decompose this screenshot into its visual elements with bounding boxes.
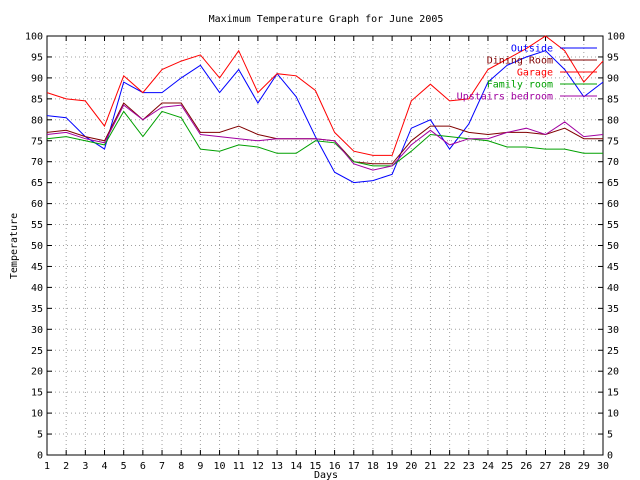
- chart-title: Maximum Temperature Graph for June 2005: [209, 14, 444, 25]
- y-tick-label-right: 90: [607, 73, 619, 84]
- x-tick-label: 26: [520, 461, 532, 472]
- y-tick-label-right: 65: [607, 178, 619, 189]
- x-tick-label: 23: [463, 461, 475, 472]
- x-tick-label: 3: [82, 461, 88, 472]
- y-tick-label-right: 85: [607, 94, 619, 105]
- x-tick-label: 6: [140, 461, 146, 472]
- x-tick-label: 5: [121, 461, 127, 472]
- y-tick-label-right: 15: [607, 388, 619, 399]
- x-tick-label: 25: [501, 461, 513, 472]
- x-tick-label: 9: [197, 461, 203, 472]
- x-tick-label: 27: [539, 461, 551, 472]
- series-lines: [46, 35, 604, 184]
- y-tick-label-left: 75: [31, 136, 43, 147]
- y-tick-label-left: 60: [31, 199, 43, 210]
- y-tick-label-left: 85: [31, 94, 43, 105]
- y-tick-label-right: 0: [607, 451, 613, 462]
- legend-label-family-room: Family room: [487, 80, 553, 91]
- y-tick-label-right: 100: [607, 32, 625, 43]
- x-tick-label: 1: [44, 461, 50, 472]
- x-tick-label: 11: [233, 461, 245, 472]
- x-tick-label: 21: [424, 461, 436, 472]
- x-tick-label: 28: [559, 461, 571, 472]
- y-tick-label-right: 30: [607, 325, 619, 336]
- x-tick-label: 24: [482, 461, 494, 472]
- y-tick-label-left: 100: [25, 32, 43, 43]
- x-tick-label: 17: [348, 461, 360, 472]
- y-tick-label-left: 30: [31, 325, 43, 336]
- y-tick-label-right: 55: [607, 220, 619, 231]
- y-tick-label-right: 75: [607, 136, 619, 147]
- y-tick-label-right: 5: [607, 430, 613, 441]
- x-tick-label: 8: [178, 461, 184, 472]
- y-tick-label-left: 95: [31, 52, 43, 63]
- y-tick-label-right: 20: [607, 367, 619, 378]
- y-tick-label-left: 10: [31, 409, 43, 420]
- legend-label-outside: Outside: [511, 44, 553, 55]
- y-tick-label-right: 35: [607, 304, 619, 315]
- x-tick-label: 4: [102, 461, 108, 472]
- y-tick-label-left: 45: [31, 262, 43, 273]
- x-axis-label: Days: [314, 470, 338, 480]
- y-tick-label-left: 55: [31, 220, 43, 231]
- series-line-family-room: [46, 110, 603, 167]
- x-tick-label: 22: [444, 461, 456, 472]
- y-tick-label-right: 40: [607, 283, 619, 294]
- legend-label-dining-room: Dining Room: [487, 56, 553, 67]
- x-tick-label: 10: [214, 461, 226, 472]
- axis-ticks: 1 2 3 4 5 6 7 8 9 10 11 12 13 14 15 16 17 18 19 20 21 22 23 24 2…: [25, 32, 625, 473]
- legend-label-garage: Garage: [517, 68, 553, 79]
- x-tick-label: 12: [252, 461, 264, 472]
- x-tick-label: 29: [578, 461, 590, 472]
- series-line-upstairs-bedroom: [46, 104, 604, 171]
- y-axis-label: Temperature: [9, 213, 20, 279]
- y-tick-label-right: 70: [607, 157, 619, 168]
- y-tick-label-left: 5: [37, 430, 43, 441]
- y-tick-label-right: 80: [607, 115, 619, 126]
- y-tick-label-left: 40: [31, 283, 43, 294]
- x-tick-label: 18: [367, 461, 379, 472]
- y-tick-label-right: 10: [607, 409, 619, 420]
- y-tick-label-left: 50: [31, 241, 43, 252]
- y-tick-label-left: 20: [31, 367, 43, 378]
- x-tick-label: 13: [271, 461, 283, 472]
- y-tick-label-left: 35: [31, 304, 43, 315]
- y-tick-label-right: 45: [607, 262, 619, 273]
- x-tick-label: 14: [290, 461, 302, 472]
- x-tick-label: 19: [386, 461, 398, 472]
- y-tick-label-left: 70: [31, 157, 43, 168]
- y-tick-label-left: 90: [31, 73, 43, 84]
- y-tick-label-right: 50: [607, 241, 619, 252]
- y-tick-label-left: 80: [31, 115, 43, 126]
- y-tick-label-left: 15: [31, 388, 43, 399]
- y-tick-label-left: 0: [37, 451, 43, 462]
- x-tick-label: 7: [159, 461, 165, 472]
- y-tick-label-left: 25: [31, 346, 43, 357]
- x-tick-label: 15: [309, 461, 321, 472]
- y-tick-label-right: 95: [607, 52, 619, 63]
- x-tick-label: 20: [405, 461, 417, 472]
- series-line-garage: [46, 35, 604, 156]
- x-tick-label: 2: [63, 461, 69, 472]
- legend-label-upstairs-bedroom: Upstairs bedroom: [457, 92, 553, 103]
- grid-lines: [47, 36, 603, 455]
- y-tick-label-right: 60: [607, 199, 619, 210]
- y-tick-label-left: 65: [31, 178, 43, 189]
- x-tick-label: 30: [597, 461, 609, 472]
- y-tick-label-right: 25: [607, 346, 619, 357]
- series-line-outside: [46, 50, 604, 184]
- x-tick-label: 16: [329, 461, 341, 472]
